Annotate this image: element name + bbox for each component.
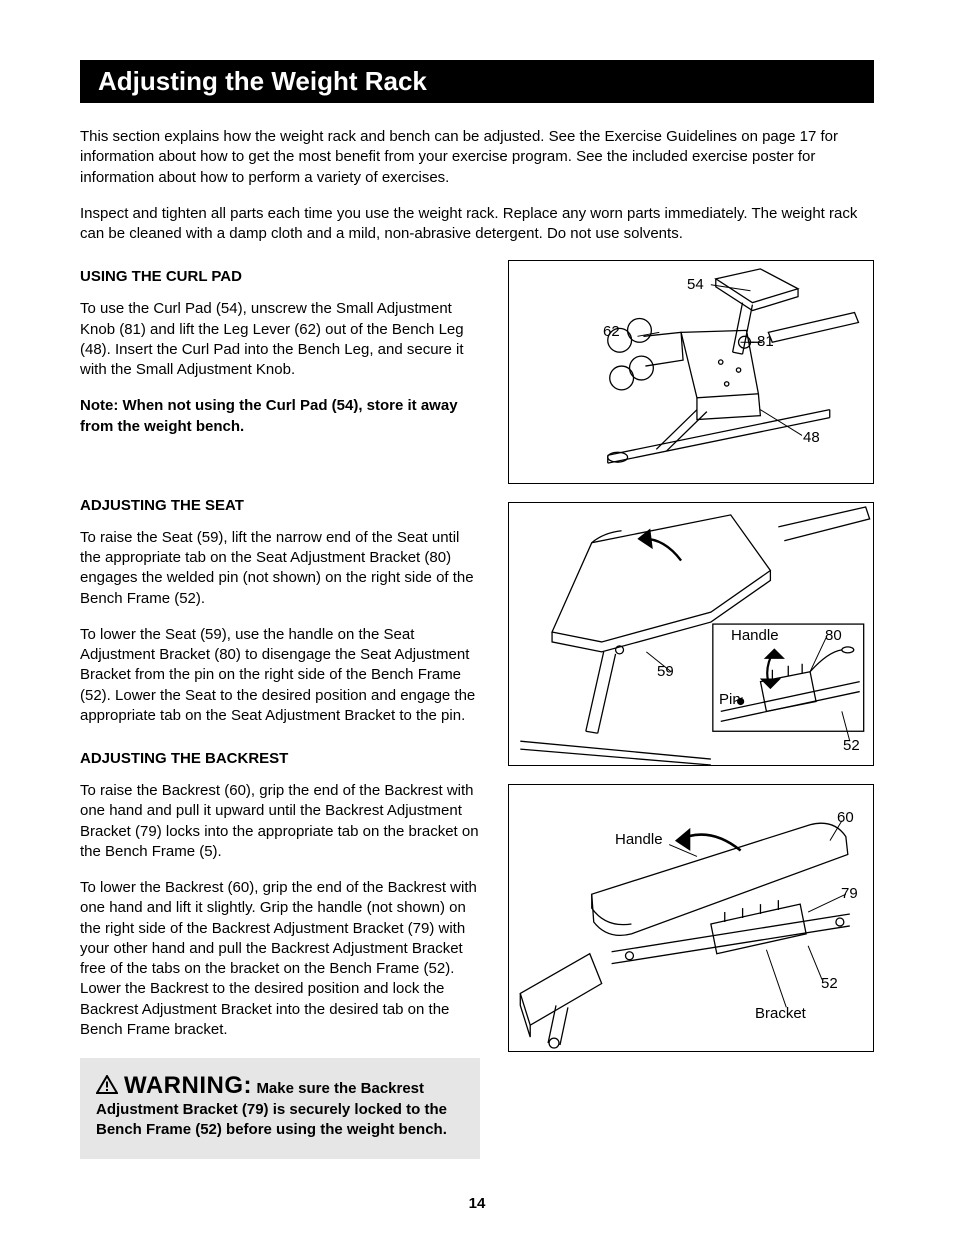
callout-62: 62 [603, 323, 620, 340]
figure-curl-pad: 54 62 81 48 [508, 260, 874, 484]
seat-raise-body: To raise the Seat (59), lift the narrow … [80, 528, 480, 609]
intro-paragraph-1: This section explains how the weight rac… [80, 127, 874, 188]
warning-label: WARNING: [124, 1072, 252, 1099]
intro-paragraph-2: Inspect and tighten all parts each time … [80, 204, 874, 245]
curl-pad-diagram [509, 261, 873, 483]
seat-heading: ADJUSTING THE SEAT [80, 497, 480, 514]
callout-handle: Handle [731, 627, 779, 644]
callout-pin: Pin [719, 691, 741, 708]
callout-54: 54 [687, 276, 704, 293]
seat-lower-body: To lower the Seat (59), use the handle o… [80, 625, 480, 726]
page-title: Adjusting the Weight Rack [80, 60, 874, 103]
callout-52-c: 52 [821, 975, 838, 992]
backrest-lower-body: To lower the Backrest (60), grip the end… [80, 878, 480, 1040]
manual-page: Adjusting the Weight Rack This section e… [0, 0, 954, 1252]
callout-60: 60 [837, 809, 854, 826]
figure-column: 54 62 81 48 [508, 260, 874, 1158]
figure-seat: Handle 80 59 Pin 52 [508, 502, 874, 766]
warning-icon [96, 1075, 118, 1094]
intro-block: This section explains how the weight rac… [80, 127, 874, 244]
figure-backrest: Handle 60 79 52 Bracket [508, 784, 874, 1052]
text-column: USING THE CURL PAD To use the Curl Pad (… [80, 260, 480, 1158]
curl-pad-heading: USING THE CURL PAD [80, 268, 480, 285]
callout-81: 81 [757, 333, 774, 350]
backrest-raise-body: To raise the Backrest (60), grip the end… [80, 781, 480, 862]
callout-bracket: Bracket [755, 1005, 806, 1022]
callout-52: 52 [843, 737, 860, 754]
callout-80: 80 [825, 627, 842, 644]
curl-pad-note: Note: When not using the Curl Pad (54), … [80, 396, 480, 437]
warning-box: WARNING: Make sure the Backrest Adjustme… [80, 1058, 480, 1159]
callout-79: 79 [841, 885, 858, 902]
callout-48: 48 [803, 429, 820, 446]
page-number: 14 [80, 1195, 874, 1212]
curl-pad-body: To use the Curl Pad (54), unscrew the Sm… [80, 299, 480, 380]
two-column-layout: USING THE CURL PAD To use the Curl Pad (… [80, 260, 874, 1158]
seat-diagram [509, 503, 873, 765]
callout-handle-c: Handle [615, 831, 663, 848]
callout-59: 59 [657, 663, 674, 680]
backrest-diagram [509, 785, 873, 1051]
backrest-heading: ADJUSTING THE BACKREST [80, 750, 480, 767]
